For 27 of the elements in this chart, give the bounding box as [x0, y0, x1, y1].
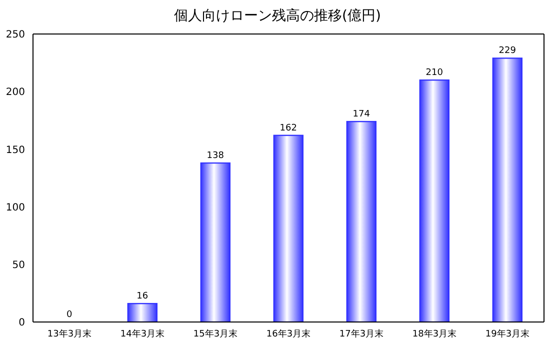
bar	[273, 134, 304, 322]
x-tick-label: 13年3月末	[47, 328, 92, 340]
x-tick-label: 16年3月末	[266, 328, 311, 340]
x-tick-label: 18年3月末	[412, 328, 457, 340]
y-tick-label: 50	[12, 260, 25, 271]
y-tick-label: 200	[6, 87, 25, 98]
y-tick-label: 0	[18, 318, 25, 329]
y-tick-label: 150	[6, 144, 25, 156]
chart-title: 個人向けローン残高の推移(億円)	[173, 7, 382, 25]
data-label: 210	[426, 68, 444, 78]
bar	[419, 79, 450, 322]
data-label: 229	[498, 46, 516, 56]
data-label: 174	[352, 110, 370, 120]
x-tick-label: 14年3月末	[120, 328, 165, 340]
x-tick-label: 19年3月末	[485, 328, 530, 340]
data-label: 16	[136, 292, 148, 302]
y-tick-label: 100	[6, 202, 25, 214]
bar	[346, 120, 376, 322]
y-tick-label: 250	[6, 30, 25, 41]
bar	[200, 162, 230, 322]
x-tick-label: 17年3月末	[339, 328, 384, 340]
bar	[127, 302, 158, 322]
data-label: 0	[66, 310, 73, 320]
bar	[492, 58, 522, 322]
data-label: 138	[206, 151, 224, 162]
x-tick-label: 15年3月末	[193, 328, 238, 340]
data-label: 162	[280, 123, 297, 134]
